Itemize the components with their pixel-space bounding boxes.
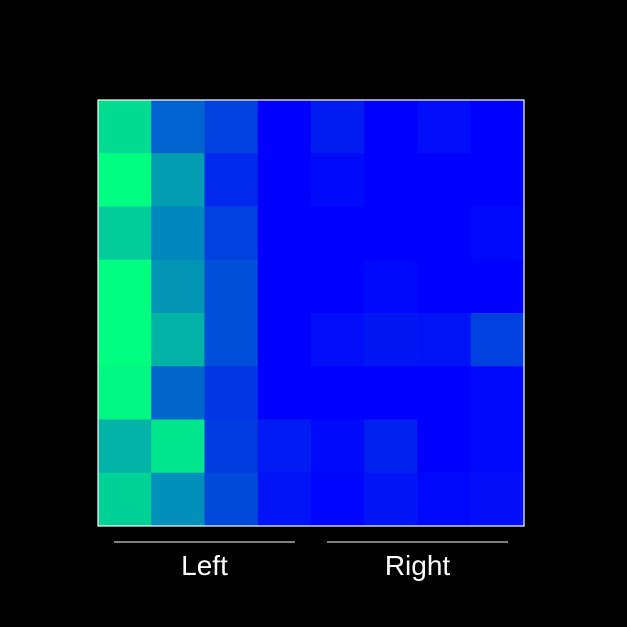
heatmap-cell-r7-c3 <box>257 472 312 527</box>
heatmap-cell-r7-c1 <box>151 472 205 527</box>
heatmap-cell-r5-c2 <box>204 366 259 420</box>
heatmap-cell-r6-c1 <box>151 419 205 474</box>
heatmap-cell-r3-c7 <box>470 259 525 314</box>
heatmap-cell-r5-c5 <box>364 366 418 420</box>
heatmap-cell-r0-c0 <box>98 100 152 154</box>
group-label-0: Left <box>181 550 228 581</box>
heatmap-cell-r0-c3 <box>257 100 312 154</box>
heatmap-cell-r7-c2 <box>204 472 259 527</box>
heatmap-cell-r6-c5 <box>364 419 418 474</box>
heatmap-cell-r5-c4 <box>311 366 365 420</box>
heatmap-cell-r0-c1 <box>151 100 205 154</box>
heatmap-cell-r1-c5 <box>364 153 418 207</box>
heatmap-cell-r6-c0 <box>98 419 152 474</box>
heatmap-cell-r0-c2 <box>204 100 259 154</box>
heatmap-cell-r1-c1 <box>151 153 205 207</box>
heatmap-cell-r1-c4 <box>311 153 365 207</box>
heatmap-cell-r4-c0 <box>98 313 152 367</box>
heatmap-cell-r6-c7 <box>470 419 525 474</box>
heatmap-cell-r4-c7 <box>470 313 525 367</box>
heatmap-cell-r6-c4 <box>311 419 365 474</box>
heatmap-cell-r2-c6 <box>417 206 472 261</box>
heatmap-cell-r5-c1 <box>151 366 205 420</box>
heatmap-cell-r7-c7 <box>470 472 525 527</box>
heatmap-cell-r5-c3 <box>257 366 312 420</box>
heatmap-cell-r6-c6 <box>417 419 472 474</box>
heatmap-cell-r5-c0 <box>98 366 152 420</box>
heatmap-cell-r1-c0 <box>98 153 152 207</box>
heatmap-cell-r2-c1 <box>151 206 205 261</box>
heatmap-cell-r2-c3 <box>257 206 312 261</box>
heatmap-cell-r4-c3 <box>257 313 312 367</box>
heatmap-cells <box>98 100 525 527</box>
heatmap-cell-r4-c6 <box>417 313 472 367</box>
heatmap-cell-r0-c6 <box>417 100 472 154</box>
heatmap-cell-r4-c1 <box>151 313 205 367</box>
heatmap-cell-r3-c0 <box>98 259 152 314</box>
heatmap-cell-r3-c1 <box>151 259 205 314</box>
heatmap-cell-r5-c6 <box>417 366 472 420</box>
heatmap-cell-r1-c6 <box>417 153 472 207</box>
heatmap-cell-r7-c0 <box>98 472 152 527</box>
heatmap-cell-r3-c4 <box>311 259 365 314</box>
heatmap-cell-r7-c5 <box>364 472 418 527</box>
heatmap-cell-r1-c2 <box>204 153 259 207</box>
heatmap-cell-r0-c7 <box>470 100 525 154</box>
heatmap-cell-r7-c4 <box>311 472 365 527</box>
heatmap-cell-r0-c4 <box>311 100 365 154</box>
heatmap-cell-r4-c2 <box>204 313 259 367</box>
heatmap-cell-r3-c5 <box>364 259 418 314</box>
heatmap-cell-r3-c3 <box>257 259 312 314</box>
group-label-1: Right <box>385 550 451 581</box>
heatmap-cell-r2-c4 <box>311 206 365 261</box>
column-groups: Left Right <box>114 541 508 581</box>
heatmap-cell-r3-c6 <box>417 259 472 314</box>
heatmap-cell-r0-c5 <box>364 100 418 154</box>
heatmap-cell-r6-c2 <box>204 419 259 474</box>
heatmap-cell-r2-c7 <box>470 206 525 261</box>
heatmap-cell-r7-c6 <box>417 472 472 527</box>
heatmap-cell-r2-c5 <box>364 206 418 261</box>
heatmap-cell-r1-c7 <box>470 153 525 207</box>
plot-frame <box>97 99 525 527</box>
heatmap-cell-r6-c3 <box>257 419 312 474</box>
heatmap-cell-r3-c2 <box>204 259 259 314</box>
heatmap-cell-r5-c7 <box>470 366 525 420</box>
heatmap-cell-r2-c2 <box>204 206 259 261</box>
heatmap-cell-r1-c3 <box>257 153 312 207</box>
heatmap-cell-r4-c4 <box>311 313 365 367</box>
heatmap-cell-r4-c5 <box>364 313 418 367</box>
heatmap-cell-r2-c0 <box>98 206 152 261</box>
